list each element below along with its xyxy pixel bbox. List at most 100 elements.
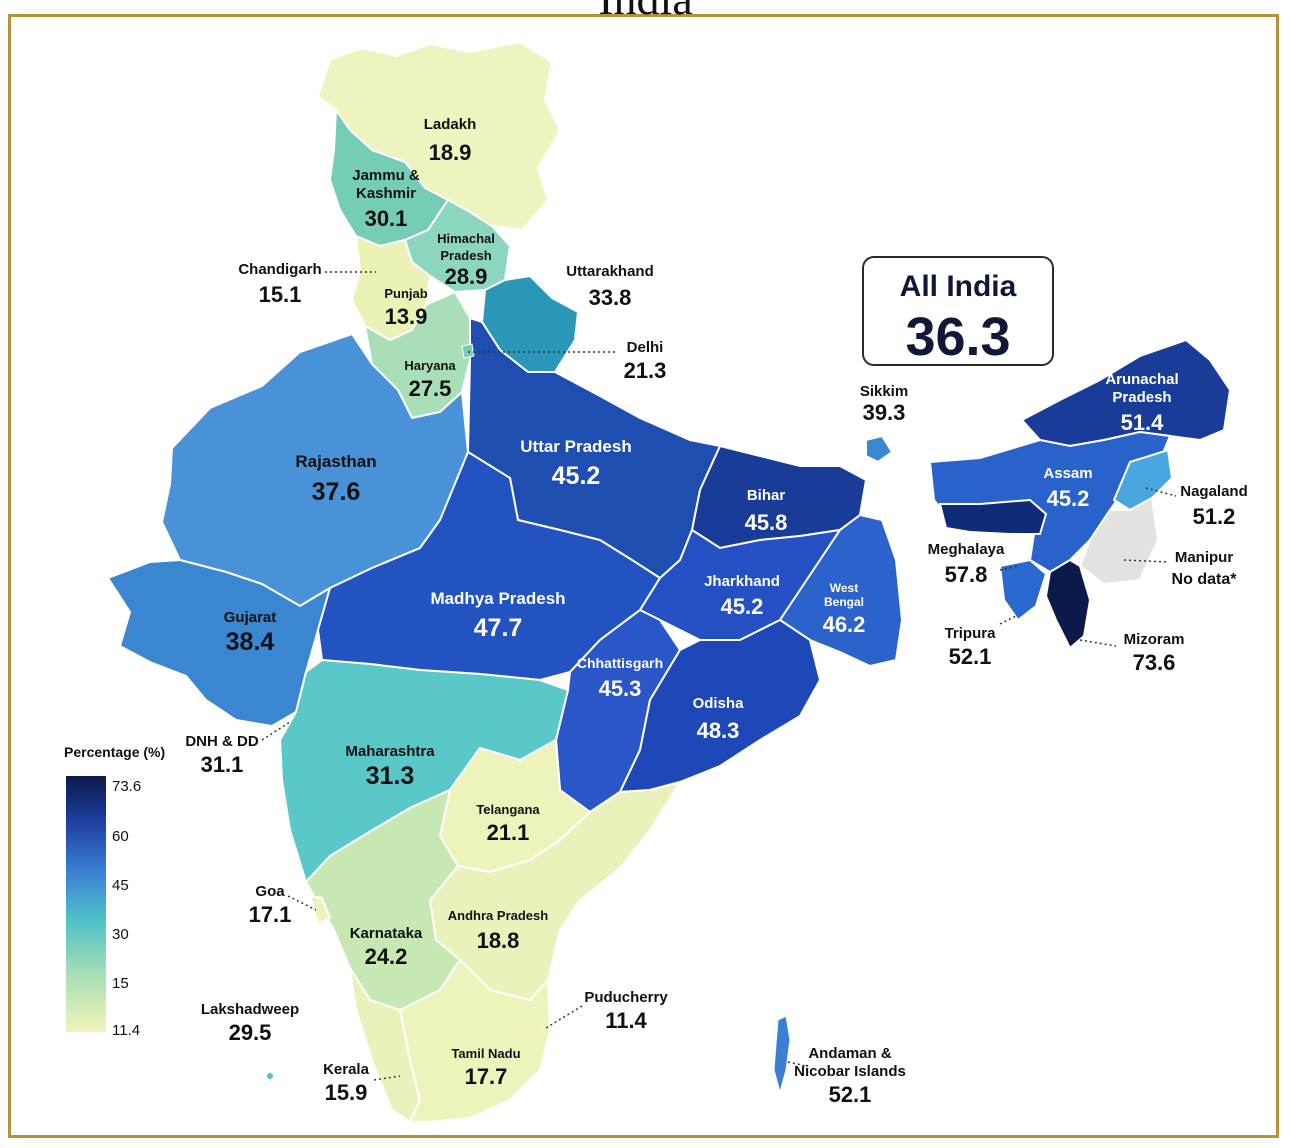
label-ladakh-name: Ladakh: [424, 116, 477, 133]
region-andaman-nicobar[interactable]: [773, 1015, 791, 1094]
label-haryana-value: 27.5: [409, 376, 452, 401]
label-jharkhand-value: 45.2: [721, 594, 764, 619]
label-kerala-name: Kerala: [323, 1061, 370, 1078]
region-odisha[interactable]: [618, 618, 822, 794]
label-lakshadweep-name: Lakshadweep: [201, 1001, 299, 1018]
all-india-box: All India 36.3: [862, 256, 1054, 367]
legend-title: Percentage (%): [64, 744, 166, 760]
label-chandigarh-value: 15.1: [259, 282, 302, 307]
label-uttarakhand-name: Uttarakhand: [566, 263, 654, 280]
label-mizoram-value: 73.6: [1133, 650, 1176, 675]
label-gujarat-name: Gujarat: [224, 609, 277, 626]
label-dnh-value: 31.1: [201, 752, 244, 777]
label-up-name: Uttar Pradesh: [520, 437, 631, 456]
label-nagaland-name: Nagaland: [1180, 483, 1248, 500]
region-west-bengal[interactable]: [778, 513, 904, 668]
label-ladakh-value: 18.9: [429, 140, 472, 165]
legend-tick: 45: [112, 877, 129, 894]
label-haryana-name: Haryana: [404, 358, 456, 373]
leader-kerala: [373, 1075, 401, 1081]
label-andaman-line1: Andaman &: [808, 1045, 892, 1062]
label-delhi-value: 21.3: [624, 358, 667, 383]
label-wb-value: 46.2: [823, 612, 866, 637]
label-uttarakhand-value: 33.8: [589, 285, 632, 310]
leader-puducherry: [545, 1005, 583, 1029]
leader-tripura: [999, 615, 1017, 625]
legend-tick: 73.6: [112, 778, 142, 795]
region-lakshadweep[interactable]: [267, 1073, 273, 1079]
label-meghalaya-value: 57.8: [945, 562, 988, 587]
label-mp-name: Madhya Pradesh: [430, 589, 565, 608]
label-mizoram-name: Mizoram: [1124, 631, 1185, 648]
label-tamilnadu-value: 17.7: [465, 1064, 508, 1089]
all-india-value: 36.3: [905, 307, 1011, 367]
label-goa-value: 17.1: [249, 902, 292, 927]
label-punjab-name: Punjab: [384, 286, 427, 301]
label-rajasthan-value: 37.6: [312, 478, 361, 506]
leader-andaman: [787, 1061, 807, 1067]
region-mizoram[interactable]: [1044, 558, 1092, 650]
label-lakshadweep-value: 29.5: [229, 1020, 272, 1045]
label-jharkhand-name: Jharkhand: [704, 573, 780, 590]
region-goa[interactable]: [308, 894, 332, 926]
label-sikkim-name: Sikkim: [860, 383, 908, 400]
label-arunachal-line1: Arunachal: [1105, 371, 1178, 388]
label-odisha-name: Odisha: [693, 695, 745, 712]
legend-tick: 15: [112, 975, 129, 992]
region-delhi[interactable]: [461, 343, 475, 359]
page-title: India: [0, 0, 1291, 22]
label-goa-name: Goa: [255, 883, 285, 900]
leader-manipur: [1123, 559, 1169, 563]
legend-tick: 11.4: [112, 1022, 141, 1039]
label-hp-line2: Pradesh: [440, 248, 491, 263]
region-karnataka[interactable]: [304, 788, 462, 1012]
label-up-value: 45.2: [552, 462, 601, 490]
label-andaman-value: 52.1: [829, 1082, 872, 1107]
label-rajasthan-name: Rajasthan: [295, 452, 376, 471]
label-arunachal-line2: Pradesh: [1112, 389, 1171, 406]
leader-dnh-dd: [261, 721, 291, 741]
label-andhra-name: Andhra Pradesh: [448, 908, 548, 923]
label-manipur-name: Manipur: [1175, 549, 1233, 566]
label-wb-line2: Bengal: [824, 595, 864, 609]
label-bihar-value: 45.8: [745, 510, 788, 535]
label-karnataka-name: Karnataka: [350, 925, 423, 942]
label-hp-value: 28.9: [445, 264, 488, 289]
leader-lines: [261, 271, 1177, 1081]
label-tripura-name: Tripura: [945, 625, 997, 642]
label-tamilnadu-name: Tamil Nadu: [451, 1046, 520, 1061]
label-karnataka-value: 24.2: [365, 944, 408, 969]
label-maharashtra-value: 31.3: [366, 762, 415, 790]
label-manipur-value: No data*: [1172, 571, 1238, 588]
label-gujarat-value: 38.4: [226, 628, 275, 656]
label-chhattisgarh-value: 45.3: [599, 676, 642, 701]
label-jk-value: 30.1: [365, 206, 408, 231]
leader-nagaland: [1145, 487, 1177, 497]
all-india-label: All India: [899, 270, 1017, 303]
region-manipur[interactable]: [1078, 496, 1160, 586]
legend-tick: 60: [112, 828, 129, 845]
region-tamil-nadu[interactable]: [398, 958, 552, 1123]
leader-meghalaya: [999, 565, 1019, 571]
label-mp-value: 47.7: [474, 614, 523, 642]
label-meghalaya-name: Meghalaya: [928, 541, 1005, 558]
label-sikkim-value: 39.3: [863, 400, 906, 425]
legend: Percentage (%) 73.6 60 45 30 15 11.4: [56, 744, 196, 1044]
region-meghalaya[interactable]: [938, 498, 1048, 535]
region-sikkim[interactable]: [865, 434, 894, 464]
label-tripura-value: 52.1: [949, 644, 992, 669]
region-puducherry[interactable]: [539, 1025, 545, 1031]
label-dnh-name: DNH & DD: [185, 733, 258, 750]
label-assam-name: Assam: [1043, 465, 1092, 482]
label-maharashtra-name: Maharashtra: [345, 743, 435, 760]
region-tripura[interactable]: [998, 558, 1048, 622]
label-arunachal-value: 51.4: [1121, 410, 1165, 435]
leader-mizoram: [1079, 639, 1117, 647]
label-telangana-value: 21.1: [487, 820, 530, 845]
label-andaman-line2: Nicobar Islands: [794, 1063, 906, 1080]
state-shapes: [106, 40, 1232, 1124]
title-mask: [571, 17, 741, 39]
label-bihar-name: Bihar: [747, 487, 786, 504]
label-punjab-value: 13.9: [385, 304, 428, 329]
